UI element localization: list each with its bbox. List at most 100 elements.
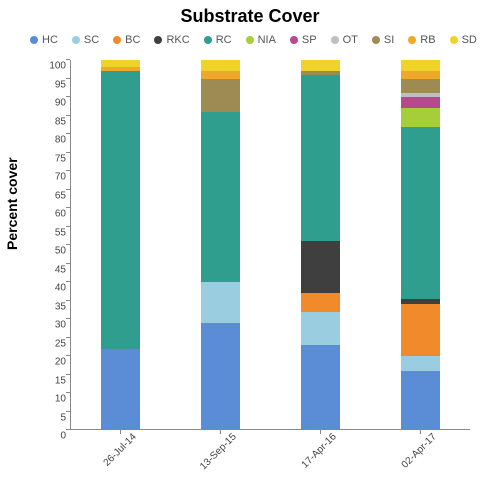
legend-swatch-icon <box>246 36 254 44</box>
y-tick-mark <box>66 78 70 79</box>
legend-label: RC <box>216 34 232 46</box>
y-tick-label: 80 <box>36 135 70 146</box>
segment-sp <box>401 97 440 108</box>
legend-item-rkc: RKC <box>154 34 189 46</box>
y-tick-label: 20 <box>36 357 70 368</box>
x-tick-label: 26-Jul-14 <box>89 431 139 481</box>
legend-swatch-icon <box>30 36 38 44</box>
legend-label: SI <box>384 34 394 46</box>
y-tick-mark <box>66 411 70 412</box>
legend-label: BC <box>125 34 140 46</box>
legend-item-bc: BC <box>113 34 140 46</box>
y-tick-label: 90 <box>36 98 70 109</box>
segment-hc <box>101 349 140 430</box>
segment-sd <box>201 60 240 71</box>
legend-label: SP <box>302 34 317 46</box>
segment-rc <box>201 112 240 282</box>
y-tick-label: 0 <box>36 431 70 442</box>
bar-02-Apr-17 <box>401 60 440 430</box>
y-tick-mark <box>66 318 70 319</box>
legend-item-sd: SD <box>450 34 477 46</box>
y-tick-mark <box>66 429 70 430</box>
legend-item-ot: OT <box>331 34 358 46</box>
legend-item-si: SI <box>372 34 394 46</box>
legend-item-nia: NIA <box>246 34 276 46</box>
segment-sd <box>301 60 340 71</box>
y-tick-mark <box>66 263 70 264</box>
legend: HC SC BC RKC RC NIA SP OT SI RB SD <box>30 34 490 46</box>
y-tick-label: 45 <box>36 264 70 275</box>
legend-swatch-icon <box>331 36 339 44</box>
segment-rc <box>101 71 140 349</box>
y-tick-label: 70 <box>36 172 70 183</box>
y-axis-label: Percent cover <box>4 157 20 250</box>
y-tick-mark <box>66 374 70 375</box>
legend-swatch-icon <box>450 36 458 44</box>
x-tick-mark <box>220 430 221 434</box>
legend-swatch-icon <box>72 36 80 44</box>
segment-sd <box>401 60 440 71</box>
x-tick-mark <box>120 430 121 434</box>
y-tick-label: 40 <box>36 283 70 294</box>
legend-label: SD <box>462 34 477 46</box>
legend-label: RB <box>420 34 435 46</box>
legend-item-hc: HC <box>30 34 58 46</box>
y-tick-mark <box>66 355 70 356</box>
x-tick-label: 13-Sep-15 <box>189 431 239 481</box>
legend-label: NIA <box>258 34 276 46</box>
bar-13-Sep-15 <box>201 60 240 430</box>
legend-item-sc: SC <box>72 34 99 46</box>
segment-sc <box>201 282 240 323</box>
segment-hc <box>401 371 440 430</box>
x-tick-mark <box>420 430 421 434</box>
legend-swatch-icon <box>372 36 380 44</box>
y-tick-label: 35 <box>36 301 70 312</box>
segment-rc <box>301 75 340 242</box>
y-tick-label: 85 <box>36 116 70 127</box>
legend-swatch-icon <box>408 36 416 44</box>
segment-si <box>401 79 440 94</box>
y-tick-label: 50 <box>36 246 70 257</box>
chart-container: { "chart": { "type": "stacked-bar", "tit… <box>0 0 500 500</box>
y-tick-mark <box>66 300 70 301</box>
y-tick-mark <box>66 115 70 116</box>
legend-label: OT <box>343 34 358 46</box>
y-tick-label: 60 <box>36 209 70 220</box>
plot-area: 0510152025303540455055606570758085909510… <box>70 60 470 430</box>
y-tick-mark <box>66 170 70 171</box>
y-tick-label: 25 <box>36 338 70 349</box>
x-tick-mark <box>320 430 321 434</box>
legend-label: RKC <box>166 34 189 46</box>
y-tick-label: 75 <box>36 153 70 164</box>
segment-sc <box>401 356 440 371</box>
y-tick-mark <box>66 207 70 208</box>
legend-label: HC <box>42 34 58 46</box>
chart-title: Substrate Cover <box>0 6 500 27</box>
x-tick-label: 17-Apr-16 <box>289 431 339 481</box>
legend-swatch-icon <box>290 36 298 44</box>
segment-bc <box>301 293 340 312</box>
y-tick-label: 30 <box>36 320 70 331</box>
bars-layer <box>70 60 470 430</box>
y-tick-label: 5 <box>36 412 70 423</box>
segment-rb <box>401 71 440 78</box>
x-tick-label: 02-Apr-17 <box>389 431 439 481</box>
segment-bc <box>401 304 440 356</box>
y-tick-mark <box>66 152 70 153</box>
y-tick-label: 55 <box>36 227 70 238</box>
y-tick-label: 10 <box>36 394 70 405</box>
y-tick-mark <box>66 392 70 393</box>
y-tick-label: 65 <box>36 190 70 201</box>
y-tick-mark <box>66 281 70 282</box>
y-tick-mark <box>66 226 70 227</box>
segment-hc <box>201 323 240 430</box>
segment-sc <box>301 312 340 345</box>
y-tick-mark <box>66 133 70 134</box>
y-tick-label: 95 <box>36 79 70 90</box>
legend-swatch-icon <box>204 36 212 44</box>
segment-sd <box>101 60 140 67</box>
legend-swatch-icon <box>113 36 121 44</box>
legend-item-rc: RC <box>204 34 232 46</box>
segment-nia <box>401 108 440 127</box>
y-tick-mark <box>66 59 70 60</box>
